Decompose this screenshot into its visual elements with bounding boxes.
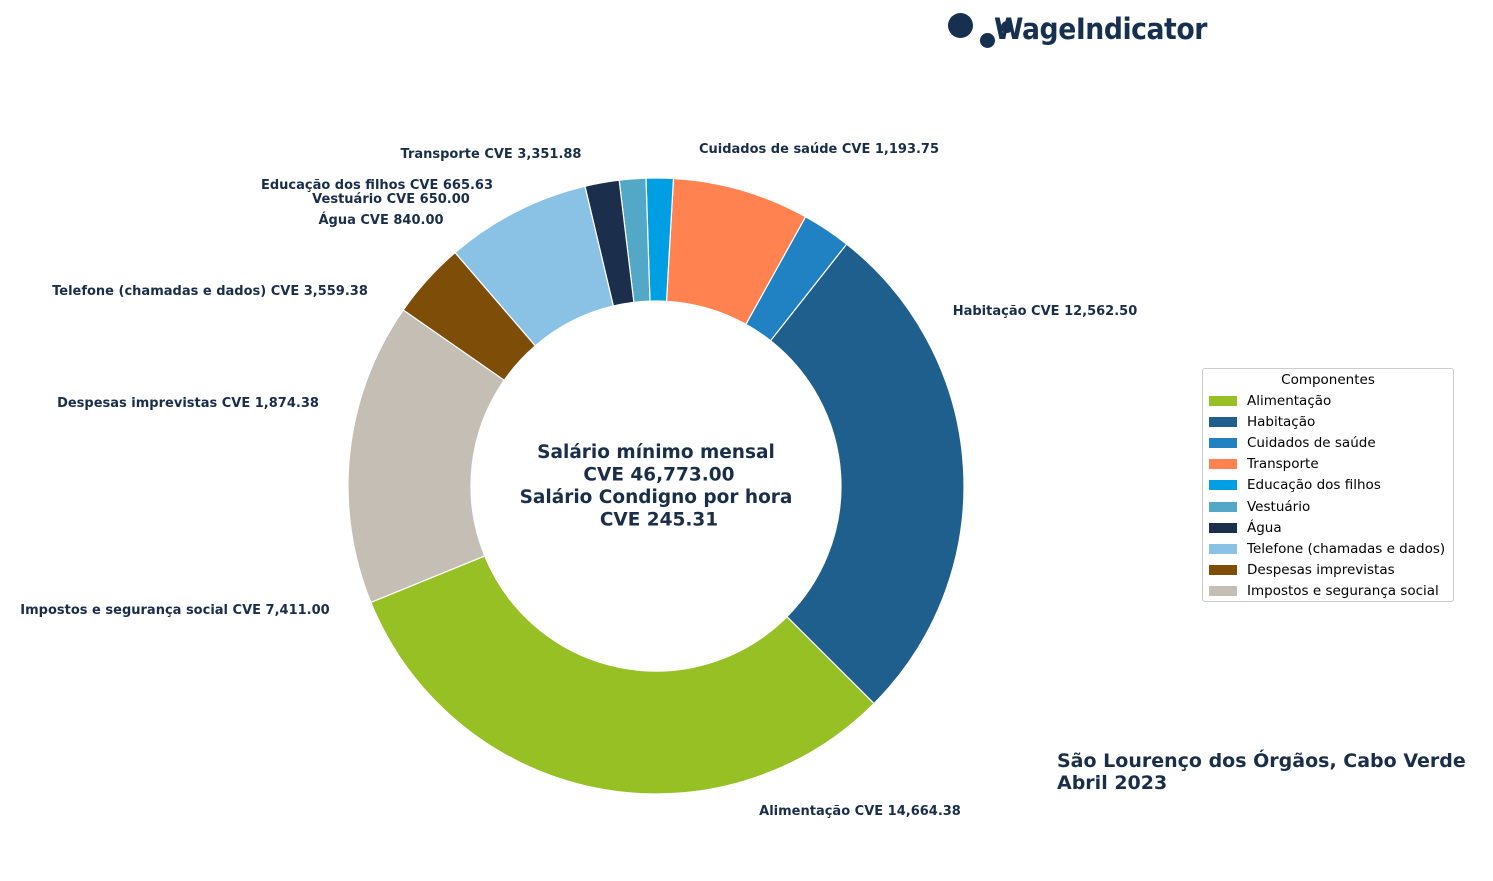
legend-entry: Alimentação [1203, 390, 1453, 411]
legend-entry: Impostos e segurança social [1203, 581, 1453, 602]
slice-label: Habitação CVE 12,562.50 [953, 304, 1138, 319]
chart-legend: Componentes Alimentação Habitação Cuidados… [1202, 368, 1454, 602]
legend-label: Despesas imprevistas [1247, 562, 1395, 579]
slice-label: Água CVE 840.00 [318, 212, 443, 228]
legend-swatch [1209, 480, 1237, 491]
slice-label: Vestuário CVE 650.00 [312, 192, 470, 207]
center-text-line: Salário mínimo mensal [537, 442, 775, 463]
slice-labels: Alimentação CVE 14,664.38 Habitação CVE 1… [20, 142, 1137, 819]
legend-label: Alimentação [1247, 392, 1332, 409]
legend-items: Alimentação Habitação Cuidados de saúde Tra… [1203, 390, 1453, 602]
center-text-line: CVE 245.31 [600, 510, 718, 531]
legend-entry: Despesas imprevistas [1203, 560, 1453, 581]
slice-label: Alimentação CVE 14,664.38 [759, 804, 961, 819]
legend-swatch [1209, 586, 1237, 597]
wageindicator-logo [946, 10, 1236, 52]
logo-dot-large [948, 13, 973, 38]
slice-alimentação [370, 555, 875, 795]
legend-title: Componentes [1281, 372, 1375, 388]
location-date: Abril 2023 [1057, 772, 1168, 794]
slice-label: Telefone (chamadas e dados) CVE 3,559.38 [52, 284, 368, 299]
logo-dot-small [980, 33, 995, 48]
legend-entry: Água [1203, 517, 1453, 538]
legend-label: Cuidados de saúde [1247, 434, 1376, 451]
legend-entry: Vestuário [1203, 496, 1453, 517]
legend-swatch [1209, 395, 1237, 406]
legend-label: Impostos e segurança social [1247, 583, 1439, 600]
location-name: São Lourenço dos Órgãos, Cabo Verde [1057, 750, 1466, 772]
legend-entry: Transporte [1203, 454, 1453, 475]
slice-label: Impostos e segurança social CVE 7,411.00 [20, 603, 329, 618]
slice-label: Despesas imprevistas CVE 1,874.38 [57, 396, 319, 411]
legend-label: Habitação [1247, 413, 1316, 430]
legend-entry: Educação dos filhos [1203, 475, 1453, 496]
logo-dot-tiny [1001, 21, 1013, 33]
legend-swatch [1209, 565, 1237, 576]
legend-swatch [1209, 416, 1237, 427]
slice-label: Cuidados de saúde CVE 1,193.75 [699, 142, 939, 157]
legend-swatch [1209, 437, 1237, 448]
legend-label: Vestuário [1247, 498, 1311, 515]
legend-entry: Cuidados de saúde [1203, 432, 1453, 453]
legend-label: Transporte [1247, 456, 1319, 473]
legend-label: Educação dos filhos [1247, 477, 1381, 494]
legend-label: Telefone (chamadas e dados) [1247, 540, 1446, 557]
brand-name: WageIndicator [994, 12, 1207, 46]
legend-swatch [1209, 459, 1237, 470]
slice-label: Educação dos filhos CVE 665.63 [261, 178, 493, 193]
slice-habitação [769, 243, 965, 705]
donut-slices [347, 177, 965, 795]
slice-label: Transporte CVE 3,351.88 [401, 147, 582, 162]
slice-impostos-e-segurança-social [347, 309, 505, 604]
legend-swatch [1209, 522, 1237, 533]
legend-swatch [1209, 543, 1237, 554]
legend-swatch [1209, 501, 1237, 512]
location-caption: São Lourenço dos Órgãos, Cabo Verde Abri… [1057, 750, 1466, 794]
legend-entry: Habitação [1203, 411, 1453, 432]
legend-label: Água [1247, 519, 1282, 536]
center-text-line: Salário Condigno por hora [520, 487, 793, 508]
legend-entry: Telefone (chamadas e dados) [1203, 538, 1453, 559]
center-text-line: CVE 46,773.00 [583, 465, 734, 486]
